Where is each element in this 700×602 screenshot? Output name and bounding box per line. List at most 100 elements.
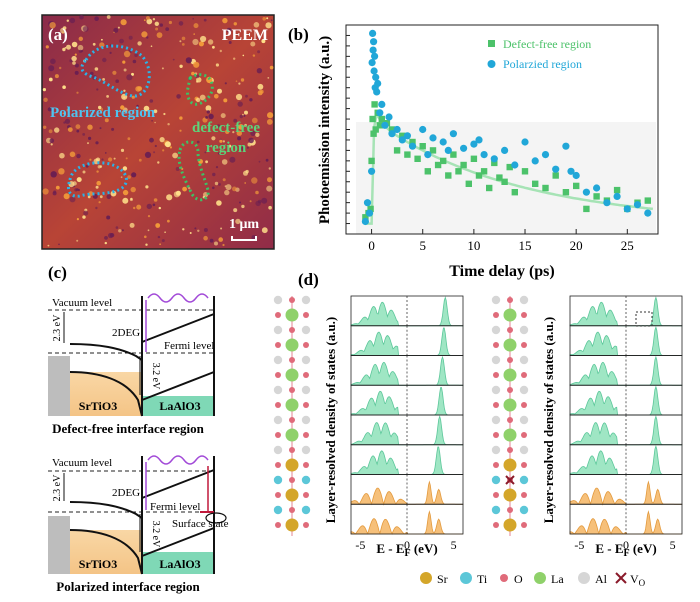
panel-a-label: (a) (48, 25, 68, 44)
xtick-label: 25 (621, 238, 634, 253)
peem-spot (192, 18, 194, 20)
defect-free-label: defect-free (192, 120, 260, 136)
peem-spot (164, 231, 166, 233)
legend-sr-dot (420, 572, 432, 584)
sr-atom (285, 518, 299, 532)
peem-spot (53, 190, 57, 194)
al-atom (301, 445, 311, 455)
peem-spot (269, 65, 274, 70)
peem-spot (115, 79, 119, 83)
peem-spot (123, 68, 127, 72)
peem-spot (120, 105, 125, 110)
peem-spot (145, 243, 148, 246)
peem-spot (169, 146, 172, 149)
polarized-point (603, 199, 611, 207)
peem-spot (197, 229, 200, 232)
peem-spot (106, 15, 111, 19)
peem-spot (123, 50, 131, 58)
peem-spot (144, 151, 152, 158)
vacuum-level-label: Vacuum level (52, 297, 112, 309)
o-atom (275, 342, 281, 348)
al-atom (301, 385, 311, 395)
peem-spot (60, 27, 66, 34)
srtio3-label: SrTiO3 (79, 557, 117, 571)
polarized-point (439, 138, 447, 146)
peem-spot (121, 229, 124, 232)
polarized-point (531, 157, 539, 165)
peem-spot (211, 136, 216, 141)
peem-spot (99, 195, 103, 199)
peem-spot (99, 127, 102, 130)
peem-spot (106, 215, 111, 220)
polarized-point (369, 29, 377, 37)
peem-spot (43, 97, 48, 103)
peem-spot (89, 158, 92, 161)
peem-spot (243, 170, 248, 176)
peem-spot (241, 146, 246, 151)
gap-2-3-label: 2.3 eV (52, 314, 63, 341)
defect-free-point (542, 184, 549, 192)
peem-spot (266, 185, 273, 192)
polarized-point (511, 161, 519, 169)
peem-spot (106, 95, 109, 98)
peem-spot (218, 237, 223, 242)
atom-legend: Sr Ti O La Al VO (420, 572, 646, 588)
peem-spot (161, 239, 165, 243)
peem-spot (267, 177, 272, 183)
polarized-point (373, 88, 381, 96)
peem-spot (198, 41, 204, 47)
peem-spot (94, 16, 99, 22)
xtick-label: 15 (519, 238, 532, 253)
defect-free-point (434, 161, 442, 169)
peem-spot (66, 19, 70, 22)
peem-spot (270, 19, 273, 22)
plot-b-area (361, 29, 654, 226)
surface-state-ellipse (205, 512, 227, 524)
peem-spot (104, 236, 108, 240)
peem-spot (239, 201, 241, 204)
dos-ylabel-left: Layer-resolved density of states (a.u.) (323, 317, 338, 524)
peem-spot (222, 17, 228, 24)
ti-atom (301, 505, 311, 515)
peem-spot (42, 188, 49, 195)
al-atom (519, 445, 529, 455)
peem-spot (54, 74, 59, 79)
peem-spot (48, 129, 53, 134)
peem-spot (74, 70, 79, 75)
lao-band-top (141, 313, 215, 343)
band-diagram-defect-free: Vacuum level 2.3 eV 2DEG Fermi level 3.2… (48, 293, 215, 436)
peem-spot (143, 105, 150, 112)
peem-spot (150, 45, 153, 47)
peem-spot (69, 17, 76, 24)
peem-spot (129, 198, 133, 202)
legend-defect-free-label: Defect-free region (503, 37, 591, 51)
defect-free-point (644, 197, 651, 204)
al-atom (273, 415, 283, 425)
peem-spot (108, 157, 113, 162)
peem-spot (76, 129, 80, 133)
al-atom (491, 325, 501, 335)
legend-o: O (514, 572, 523, 586)
peem-spot (204, 151, 207, 154)
peem-spot (128, 35, 133, 40)
peem-spot (94, 67, 99, 71)
sto-conduction-band (69, 343, 143, 361)
defect-free-region-outline (177, 140, 210, 202)
peem-spot (233, 208, 238, 213)
peem-spot (104, 118, 109, 123)
peem-spot (48, 77, 53, 82)
o-atom (507, 327, 513, 333)
defect-free-point (486, 184, 493, 192)
peem-spot (203, 18, 207, 22)
peem-spot (92, 42, 96, 46)
peem-spot (112, 70, 117, 75)
sto-valence-band (69, 371, 143, 417)
o-atom (493, 492, 499, 498)
peem-spot (45, 45, 49, 49)
peem-bright-spots (42, 14, 274, 247)
sto-valence-band (69, 529, 143, 575)
o-atom (303, 432, 309, 438)
peem-spot (167, 219, 170, 223)
gap-2-3-label: 2.3 eV (52, 474, 63, 501)
peem-spot (175, 190, 181, 196)
